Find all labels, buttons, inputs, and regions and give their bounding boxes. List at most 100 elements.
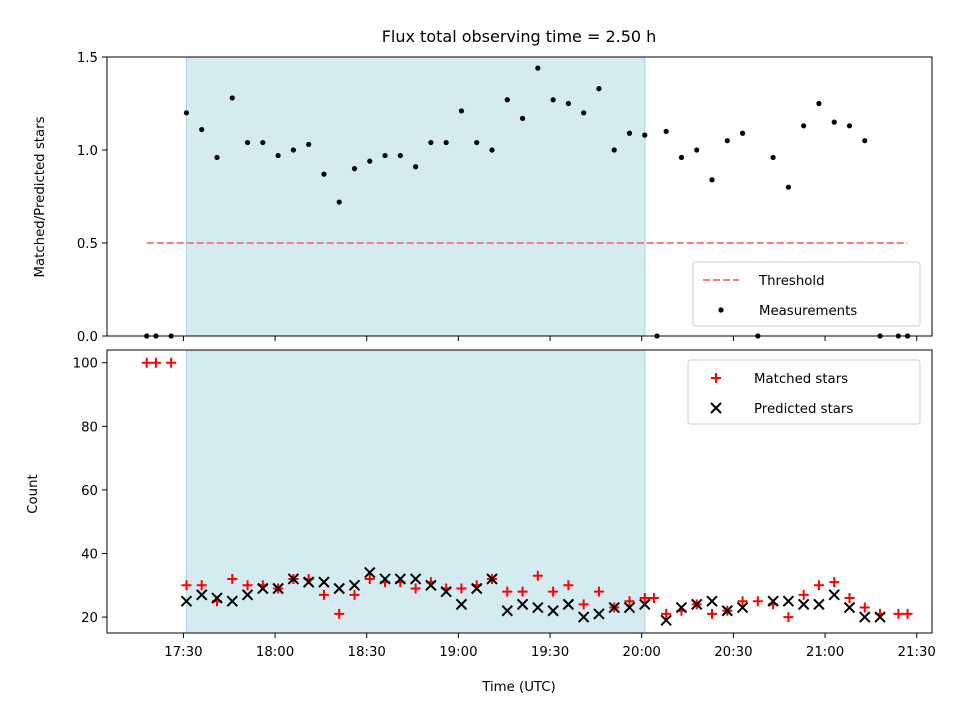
predicted-star-point [226, 595, 238, 607]
predicted-star-point [859, 611, 871, 623]
matched-star-point [141, 357, 152, 368]
x-tick-label: 19:30 [531, 645, 569, 660]
x-tick-label: 20:30 [714, 645, 752, 660]
measurement-point [694, 147, 700, 153]
measurement-point [816, 100, 822, 107]
predicted-star-point [501, 605, 513, 617]
predicted-star-point [455, 598, 468, 611]
measurement-point [474, 139, 480, 146]
predicted-star-point [196, 589, 208, 601]
predicted-star-point [874, 611, 886, 623]
matched-star-point [150, 357, 161, 368]
predicted-star-point [272, 582, 284, 595]
measurement-point [862, 138, 868, 144]
measurement-point [709, 177, 715, 183]
axes-frame-top [106, 56, 933, 337]
measurement-point [489, 147, 495, 153]
matched-star-point [196, 580, 207, 591]
matched-star-point [242, 580, 253, 591]
predicted-star-point [843, 601, 856, 614]
matched-star-point [829, 577, 840, 588]
matched-star-point [707, 608, 717, 619]
measurement-point [739, 130, 746, 136]
measurement-point [336, 199, 342, 205]
matched-star-point [456, 583, 467, 594]
x-tick-label: 21:00 [806, 645, 844, 660]
measurement-point [199, 126, 205, 133]
predicted-star-point [471, 582, 483, 595]
predicted-star-point [608, 601, 620, 614]
y-tick-label-top: 0.5 [77, 237, 98, 252]
matched-star-point [502, 586, 513, 597]
measurement-point [428, 139, 434, 146]
predicted-star-point [348, 579, 361, 592]
predicted-star-point [721, 605, 733, 617]
measurement-point [351, 166, 358, 172]
bottom-panel: 17:30 18:00 18:30 19:00 19:30 20:00 20:30 21:00… [73, 349, 936, 660]
legend-label: Measurements [759, 304, 857, 319]
measurement-point [611, 147, 617, 153]
legend-label: Matched stars [754, 372, 848, 387]
matched-star-point [859, 602, 870, 613]
matched-star-point [639, 593, 650, 604]
predicted-star-point [623, 601, 636, 614]
predicted-star-point [440, 585, 452, 598]
measurement-point [678, 154, 685, 161]
top-y-axis-label: Matched/Predicted stars [33, 116, 48, 277]
matched-star-point [334, 608, 345, 619]
measurement-point [458, 108, 465, 114]
predicted-star-point [394, 573, 407, 585]
legend-box-bottom [687, 359, 921, 425]
predicted-star-point [767, 595, 779, 607]
observing-window-top [185, 56, 646, 337]
x-axis-label: Time (UTC) [481, 680, 556, 695]
predicted-star-point [660, 614, 672, 626]
matched-star-point [410, 583, 421, 594]
measurement-point [183, 110, 190, 116]
y-tick-label-bottom: 80 [81, 420, 98, 435]
legend-measurement-swatch [718, 307, 724, 313]
matched-star-point [181, 580, 192, 591]
matched-star-point [517, 586, 528, 597]
matched-star-point [737, 596, 748, 607]
legend-box-top [692, 261, 921, 327]
predicted-star-point [828, 589, 840, 601]
predicted-star-point [364, 566, 376, 579]
predicted-star-point [532, 601, 544, 614]
matched-star-point [532, 570, 543, 581]
predicted-star-point [577, 611, 590, 623]
measurement-point [626, 130, 633, 136]
predicted-star-point [797, 598, 810, 611]
predicted-star-point [379, 573, 391, 585]
legend-label: Threshold [758, 274, 825, 289]
measurement-point [260, 139, 266, 146]
legend-predicted-swatch [710, 402, 722, 414]
predicted-star-point [333, 582, 345, 595]
y-tick-label-bottom: 60 [81, 484, 98, 499]
y-tick-label-top: 0.0 [77, 330, 98, 345]
predicted-star-point [287, 573, 300, 585]
matched-star-point [166, 357, 177, 368]
measurement-point [275, 152, 281, 159]
matched-star-point [227, 573, 238, 584]
matched-star-point [364, 573, 375, 584]
y-tick-label-bottom: 40 [81, 548, 98, 563]
predicted-star-point [639, 598, 651, 611]
measurement-point [244, 139, 251, 146]
matched-star-point [648, 593, 659, 604]
matched-star-point [752, 596, 763, 607]
matched-star-point [844, 593, 855, 604]
measurement-point [846, 123, 853, 129]
measurement-point [397, 152, 403, 159]
predicted-star-point [241, 589, 254, 601]
measurement-point [550, 97, 556, 103]
matched-star-point [893, 608, 904, 619]
predicted-star-point [211, 592, 223, 604]
x-tick-label: 18:30 [348, 645, 386, 660]
measurement-point [519, 115, 526, 121]
legend-matched-swatch [711, 373, 721, 383]
x-tick-label: 21:30 [898, 645, 936, 660]
measurement-point [382, 152, 388, 159]
predicted-star-point [593, 608, 605, 620]
x-tick-label: 19:00 [439, 645, 477, 660]
